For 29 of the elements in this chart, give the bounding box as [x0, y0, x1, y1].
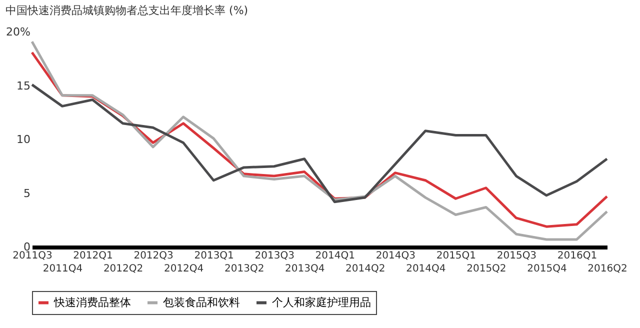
x-tick-label: 2015Q3	[496, 250, 537, 262]
x-tick-label: 2015Q1	[436, 250, 476, 262]
chart-title: 中国快速消费品城镇购物者总支出年度增长率 (%)	[6, 4, 248, 17]
y-tick-label: 15	[16, 79, 30, 92]
x-tick-label: 2012Q4	[164, 264, 204, 274]
x-tick-label: 2013Q3	[254, 250, 294, 262]
x-tick-label: 2011Q3	[12, 250, 52, 262]
x-tick-label: 2012Q3	[134, 250, 174, 262]
line-series	[30, 83, 608, 204]
x-tick-label: 2014Q2	[346, 264, 386, 274]
y-tick-label: 20%	[6, 26, 30, 38]
x-tick-label: 2015Q2	[466, 264, 506, 274]
x-tick-label: 2013Q4	[285, 264, 325, 274]
x-tick-label: 2014Q3	[376, 250, 416, 262]
x-tick-label: 2013Q2	[224, 264, 264, 274]
legend-label: 个人和家庭护理用品	[272, 296, 371, 309]
x-tick-label: 2016Q1	[557, 250, 598, 262]
legend-label: 快速消费品整体	[53, 296, 131, 309]
x-tick-label: 2011Q4	[42, 264, 83, 274]
x-tick-label: 2012Q1	[73, 250, 113, 262]
x-tick-label: 2014Q4	[406, 264, 446, 274]
x-tick-label: 2014Q1	[315, 250, 355, 262]
x-tick-label: 2013Q1	[194, 250, 234, 262]
y-tick-label: 5	[24, 186, 30, 200]
x-tick-label: 2012Q2	[103, 264, 144, 274]
x-tick-label: 2016Q2	[588, 264, 628, 274]
y-tick-label: 10	[16, 133, 30, 146]
legend-label: 包装食品和饮料	[163, 296, 240, 309]
x-tick-label: 2015Q4	[527, 264, 567, 274]
